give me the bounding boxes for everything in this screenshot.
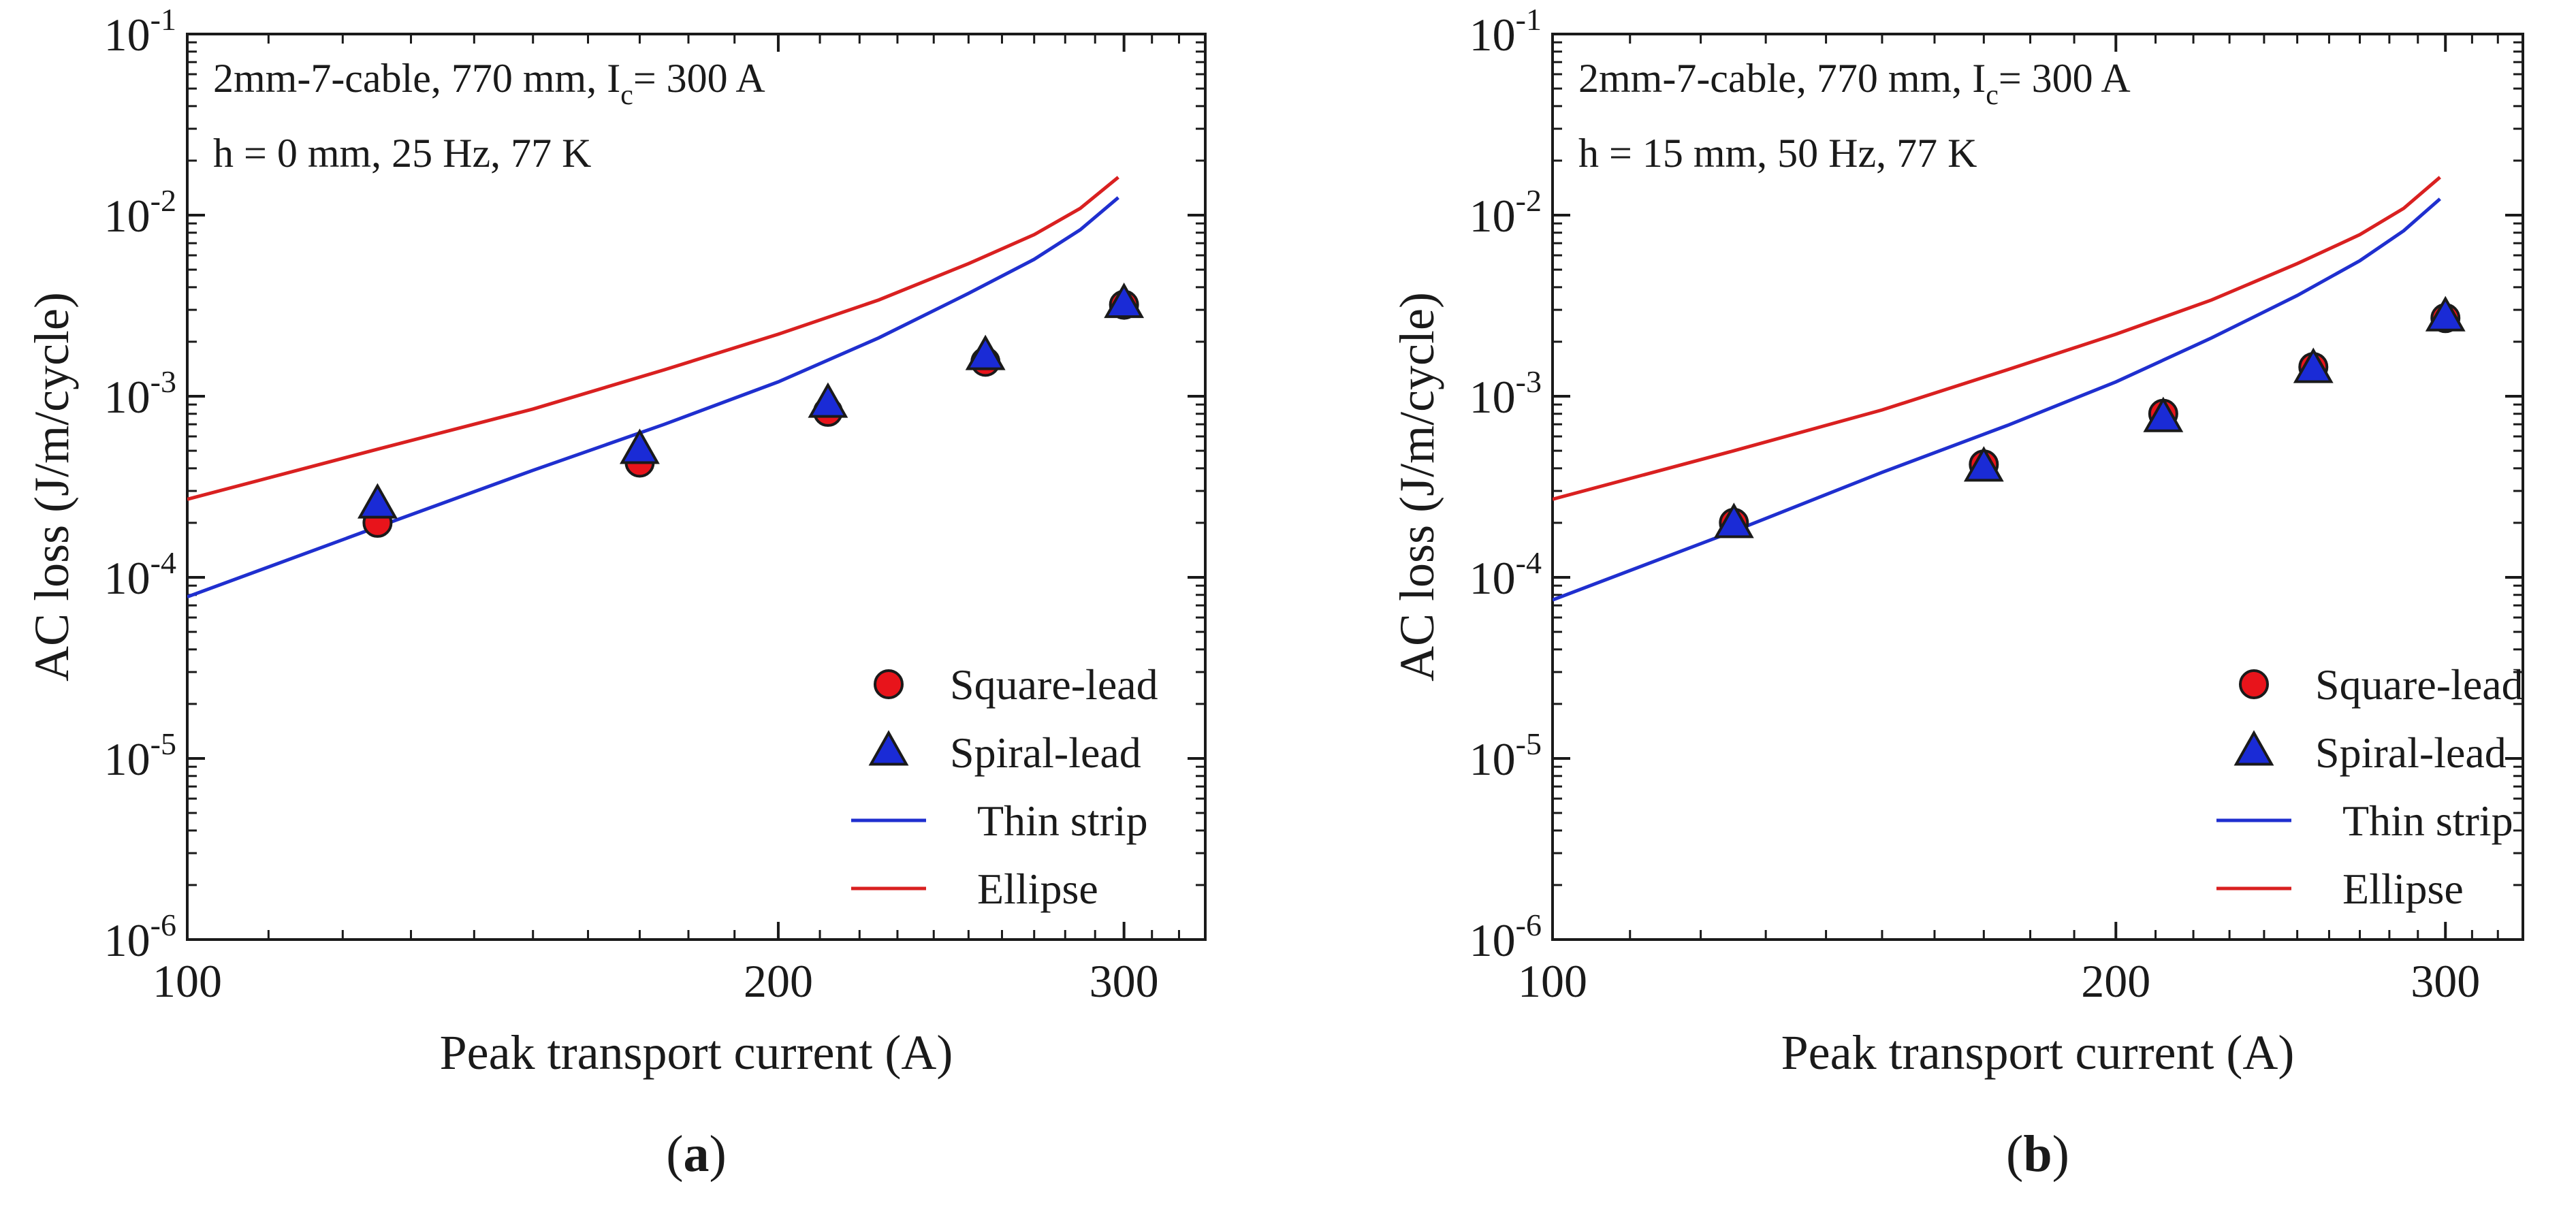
y-tick-exponent: -3 [1516,364,1542,399]
data-point-spiral-lead [1104,283,1145,319]
y-tick-base: 10 [104,9,150,61]
x-tick-label: 200 [2081,955,2150,1007]
y-tick-label: 10-6 [104,908,176,966]
y-tick-exponent: -1 [1516,2,1542,37]
data-point-spiral-lead [2293,347,2334,383]
data-point-spiral-lead [965,334,1006,370]
annotation-text-end: = 300 A [633,56,765,101]
legend-label-spiral-lead: Spiral-lead [2315,728,2507,777]
y-tick-exponent: -5 [1516,726,1542,761]
data-point-spiral-lead [808,382,848,418]
y-tick-base: 10 [1469,190,1516,242]
y-tick-base: 10 [1469,552,1516,604]
y-tick-label: 10-4 [1469,545,1542,604]
annotation-conditions: h = 15 mm, 50 Hz, 77 K [1578,131,1977,176]
legend-marker-spiral-lead [2233,730,2274,766]
annotation-text: 2mm-7-cable, 770 mm, I [213,56,620,101]
series-line-ellipse [187,176,1119,501]
data-point-spiral-lead [1963,446,2004,482]
legend-label-ellipse: Ellipse [977,865,1098,913]
y-tick-base: 10 [1469,371,1516,423]
y-tick-base: 10 [104,371,150,423]
panel-caption: (b) [2006,1125,2069,1183]
y-tick-label: 10-5 [104,726,176,785]
y-axis-label: AC loss (J/m/cycle) [1390,292,1444,682]
y-tick-base: 10 [1469,733,1516,785]
y-tick-exponent: -6 [150,908,176,942]
y-tick-label: 10-1 [104,2,176,61]
series-line-ellipse [1553,176,2441,501]
legend-label-square-lead: Square-lead [950,660,1158,709]
y-tick-base: 10 [1469,914,1516,966]
y-tick-exponent: -1 [150,2,176,37]
data-point-spiral-lead [2425,295,2466,332]
y-tick-exponent: -4 [150,545,176,580]
plot-frame [1551,33,2524,941]
legend-label-thin-strip: Thin strip [2342,797,2513,845]
y-tick-base: 10 [1469,9,1516,61]
y-tick-exponent: -2 [1516,183,1542,218]
x-tick-label: 100 [1518,955,1587,1007]
y-tick-base: 10 [104,552,150,604]
legend-marker-spiral-lead [868,730,909,766]
y-tick-exponent: -4 [1516,545,1542,580]
legend-label-square-lead: Square-lead [2315,660,2524,709]
y-tick-exponent: -2 [150,183,176,218]
y-tick-label: 10-1 [1469,2,1542,61]
caption-close: ) [2052,1125,2069,1183]
caption-open: ( [2006,1125,2023,1183]
y-tick-label: 10-4 [104,545,176,604]
data-point-spiral-lead [1713,502,1754,539]
y-tick-base: 10 [104,914,150,966]
caption-open: ( [666,1125,683,1183]
x-tick-label: 100 [153,955,222,1007]
x-axis-label: Peak transport current (A) [1781,1025,2295,1080]
data-point-spiral-lead [357,483,398,519]
y-tick-label: 10-5 [1469,726,1542,785]
caption-close: ) [710,1125,727,1183]
y-tick-label: 10-2 [104,183,176,242]
x-tick-label: 300 [1090,955,1159,1007]
annotation-text-end: = 300 A [1999,56,2131,101]
annotation-subscript: c [620,80,633,111]
data-point-spiral-lead [620,428,660,464]
panel-caption: (a) [666,1125,727,1183]
legend-label-spiral-lead: Spiral-lead [950,728,1141,777]
y-tick-label: 10-6 [1469,908,1542,966]
x-tick-label: 300 [2411,955,2480,1007]
y-axis-label: AC loss (J/m/cycle) [25,292,79,682]
annotation-cable: 2mm-7-cable, 770 mm, Ic= 300 A [1578,56,2131,111]
series-line-thin-strip [187,196,1119,599]
y-tick-exponent: -5 [150,726,176,761]
annotation-text: 2mm-7-cable, 770 mm, I [1578,56,1986,101]
y-tick-exponent: -6 [1516,908,1542,942]
y-tick-label: 10-3 [1469,364,1542,423]
legend-label-ellipse: Ellipse [2342,865,2464,913]
y-tick-exponent: -3 [150,364,176,399]
y-tick-label: 10-3 [104,364,176,423]
legend-marker-square-lead [2239,669,2269,699]
annotation-subscript: c [1986,80,1999,111]
annotation-cable: 2mm-7-cable, 770 mm, Ic= 300 A [213,56,765,111]
data-point-spiral-lead [2143,396,2184,432]
x-tick-label: 200 [744,955,813,1007]
plot-frame [186,33,1207,941]
legend-marker-square-lead [874,669,904,699]
x-axis-label: Peak transport current (A) [440,1025,953,1080]
caption-letter: a [684,1125,710,1183]
annotation-conditions: h = 0 mm, 25 Hz, 77 K [213,131,591,176]
y-tick-base: 10 [104,190,150,242]
y-tick-base: 10 [104,733,150,785]
series-line-thin-strip [1553,197,2441,602]
legend-label-thin-strip: Thin strip [977,797,1148,845]
y-tick-label: 10-2 [1469,183,1542,242]
caption-letter: b [2023,1125,2052,1183]
